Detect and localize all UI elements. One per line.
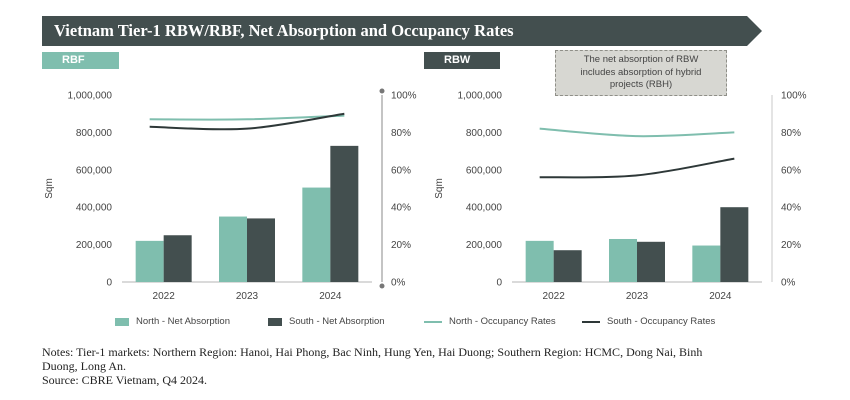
- y-tick-label: 400,000: [76, 203, 113, 214]
- y2-tick-label: 60%: [391, 165, 411, 176]
- rbh-note-box: The net absorption of RBW includes absor…: [555, 50, 727, 96]
- y-tick-label: 0: [106, 278, 112, 289]
- south-absorption-bar: [163, 235, 192, 282]
- north-occupancy-line: [539, 127, 735, 138]
- legend-south-line: South - Occupancy Rates: [582, 316, 715, 327]
- rbw-chart: Sqm 0 200,000 400,000 600,000 800,000 1,000,00…: [420, 84, 820, 306]
- y-axis-title: Sqm: [44, 178, 55, 199]
- y-axis-title: Sqm: [434, 178, 445, 199]
- y2-tick-label: 40%: [781, 203, 801, 214]
- south-absorption-bar: [553, 250, 582, 282]
- rbf-tag: RBF: [42, 52, 119, 69]
- y-tick-label: 200,000: [76, 240, 113, 251]
- legend-south-bar-swatch: [268, 317, 282, 326]
- legend-north-bar-swatch: [115, 317, 129, 326]
- rbw-tag: RBW: [424, 52, 500, 69]
- x-tick-label: 2022: [153, 291, 176, 302]
- y-tick-label: 0: [496, 278, 502, 289]
- north-absorption-bar: [219, 216, 247, 282]
- y2-tick-label: 20%: [391, 240, 411, 251]
- x-tick-label: 2024: [709, 291, 732, 302]
- x-tick-label: 2023: [626, 291, 649, 302]
- note-line: The net absorption of RBW: [583, 54, 699, 65]
- north-absorption-bar: [609, 238, 637, 282]
- y2-tick-label: 80%: [391, 128, 411, 139]
- notes-line: Duong, Long An.: [42, 359, 126, 373]
- y-tick-label: 400,000: [466, 203, 503, 214]
- south-occupancy-line: [149, 112, 345, 131]
- notes-line: Notes: Tier-1 markets: Northern Region: …: [42, 345, 703, 359]
- south-occupancy-line: [539, 157, 735, 179]
- south-absorption-bar: [637, 241, 665, 282]
- north-absorption-bar: [525, 240, 554, 282]
- note-line: projects (RBH): [609, 79, 673, 90]
- legend-label: North - Net Absorption: [136, 316, 230, 327]
- south-absorption-bar: [330, 145, 359, 282]
- legend-south-line-swatch: [582, 320, 600, 323]
- y2-axis-end-dot: [379, 88, 385, 94]
- y-tick-label: 800,000: [466, 128, 503, 139]
- y2-tick-label: 0%: [781, 278, 796, 289]
- title-banner: Vietnam Tier-1 RBW/RBF, Net Absorption a…: [42, 16, 762, 46]
- north-occupancy-line: [149, 114, 345, 121]
- title-banner-shape: [42, 16, 762, 46]
- y2-tick-label: 0%: [391, 278, 406, 289]
- y-tick-label: 200,000: [466, 240, 503, 251]
- y2-tick-label: 20%: [781, 240, 801, 251]
- legend-north-bar: North - Net Absorption: [115, 316, 230, 327]
- y2-axis-end-dot: [379, 283, 385, 289]
- legend-south-bar: South - Net Absorption: [268, 316, 385, 327]
- rbf-chart-svg: Sqm 0 200,000 400,000 600,000 800,000 1,000,00…: [44, 88, 417, 302]
- rbf-chart: Sqm 0 200,000 400,000 600,000 800,000 1,000,00…: [30, 84, 430, 306]
- south-absorption-bar: [247, 218, 275, 282]
- y2-tick-label: 100%: [781, 91, 807, 102]
- y-tick-label: 600,000: [76, 165, 113, 176]
- y2-tick-label: 40%: [391, 203, 411, 214]
- south-absorption-bar: [720, 207, 749, 282]
- north-absorption-bar: [692, 245, 721, 282]
- rbw-chart-svg: Sqm 0 200,000 400,000 600,000 800,000 1,000,00…: [434, 91, 807, 303]
- legend-label: South - Occupancy Rates: [607, 316, 716, 327]
- y2-tick-label: 100%: [391, 91, 417, 102]
- legend-label: South - Net Absorption: [289, 316, 385, 327]
- y-tick-label: 600,000: [466, 165, 503, 176]
- y-tick-label: 1,000,000: [68, 91, 113, 102]
- x-tick-label: 2024: [319, 291, 342, 302]
- source-line: Source: CBRE Vietnam, Q4 2024.: [42, 373, 208, 387]
- north-absorption-bar: [302, 187, 331, 282]
- y2-tick-label: 60%: [781, 165, 801, 176]
- notes: Notes: Tier-1 markets: Northern Region: …: [42, 345, 822, 387]
- north-absorption-bar: [135, 240, 164, 282]
- x-tick-label: 2023: [236, 291, 259, 302]
- note-line: includes absorption of hybrid: [580, 66, 702, 78]
- y2-tick-label: 80%: [781, 128, 801, 139]
- page-title: Vietnam Tier-1 RBW/RBF, Net Absorption a…: [54, 21, 514, 40]
- y-tick-label: 1,000,000: [458, 91, 503, 102]
- legend-north-line-swatch: [424, 320, 442, 323]
- legend-north-line: North - Occupancy Rates: [424, 316, 556, 327]
- x-tick-label: 2022: [543, 291, 566, 302]
- legend-label: North - Occupancy Rates: [449, 316, 556, 327]
- legend: North - Net Absorption South - Net Absor…: [0, 316, 850, 330]
- y-tick-label: 800,000: [76, 128, 113, 139]
